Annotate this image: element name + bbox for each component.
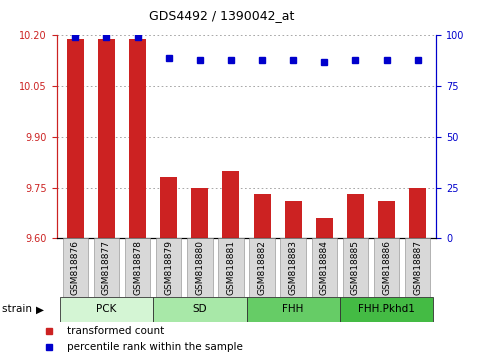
Bar <box>98 39 115 238</box>
Bar <box>67 39 84 238</box>
Text: SD: SD <box>192 304 207 314</box>
Bar <box>191 188 209 238</box>
Bar <box>129 39 146 238</box>
Bar <box>378 201 395 238</box>
Text: PCK: PCK <box>96 304 117 314</box>
Bar <box>63 238 88 297</box>
Text: GSM818879: GSM818879 <box>164 240 173 295</box>
Bar <box>284 201 302 238</box>
Text: percentile rank within the sample: percentile rank within the sample <box>67 342 243 352</box>
Bar <box>153 297 246 322</box>
Bar <box>253 194 271 238</box>
Bar <box>160 177 177 238</box>
Bar <box>249 238 275 297</box>
Bar <box>125 238 150 297</box>
Bar <box>347 194 364 238</box>
Text: GSM818883: GSM818883 <box>289 240 298 295</box>
Bar <box>405 238 430 297</box>
Text: ▶: ▶ <box>35 304 43 314</box>
Text: GDS4492 / 1390042_at: GDS4492 / 1390042_at <box>149 9 294 22</box>
Text: GSM818877: GSM818877 <box>102 240 111 295</box>
Text: GSM818881: GSM818881 <box>226 240 236 295</box>
Text: FHH: FHH <box>282 304 304 314</box>
Text: GSM818876: GSM818876 <box>71 240 80 295</box>
Bar <box>222 171 240 238</box>
Bar <box>156 238 181 297</box>
Bar <box>374 238 399 297</box>
Bar <box>218 238 244 297</box>
Bar <box>60 297 153 322</box>
Bar <box>340 297 433 322</box>
Text: strain: strain <box>2 304 35 314</box>
Text: transformed count: transformed count <box>67 326 164 336</box>
Bar <box>312 238 337 297</box>
Text: GSM818887: GSM818887 <box>413 240 422 295</box>
Text: GSM818878: GSM818878 <box>133 240 142 295</box>
Bar <box>187 238 212 297</box>
Bar <box>409 188 426 238</box>
Text: GSM818880: GSM818880 <box>195 240 204 295</box>
Bar <box>94 238 119 297</box>
Bar <box>316 218 333 238</box>
Bar <box>343 238 368 297</box>
Text: GSM818886: GSM818886 <box>382 240 391 295</box>
Text: GSM818885: GSM818885 <box>351 240 360 295</box>
Text: GSM818884: GSM818884 <box>320 240 329 295</box>
Text: FHH.Pkhd1: FHH.Pkhd1 <box>358 304 415 314</box>
Bar <box>246 297 340 322</box>
Bar <box>281 238 306 297</box>
Text: GSM818882: GSM818882 <box>257 240 267 295</box>
